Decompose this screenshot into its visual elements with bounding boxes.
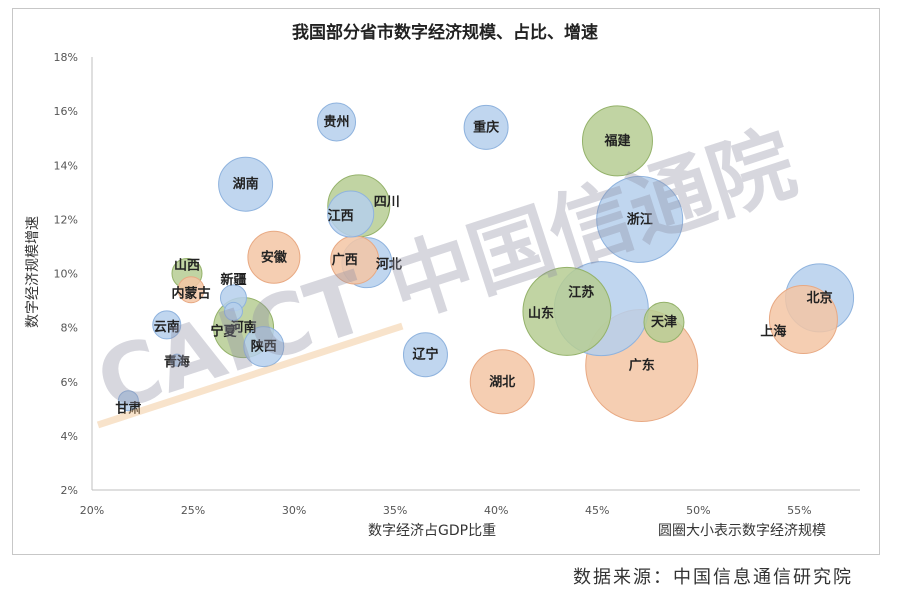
bubble [327, 190, 375, 238]
bubble-series [117, 102, 855, 423]
bubble [170, 353, 184, 367]
bubble-label: 江苏 [568, 285, 594, 301]
x-axis-label: 数字经济占GDP比重 [368, 523, 497, 539]
y-axis-label: 数字经济规模增速 [25, 216, 41, 328]
bubble [223, 301, 243, 321]
bubble [596, 175, 684, 263]
bubble [243, 326, 285, 368]
x-tick-label: 55% [787, 504, 811, 517]
bubble-label: 内蒙古 [172, 286, 211, 302]
x-tick-label: 40% [484, 504, 508, 517]
bubble [247, 230, 301, 284]
bubble-label: 陕西 [251, 339, 277, 355]
x-tick-label: 45% [585, 504, 609, 517]
bubble [643, 301, 685, 343]
y-tick-label: 10% [54, 268, 78, 281]
bubble [117, 390, 139, 412]
bubble [469, 349, 535, 415]
bubble [402, 332, 448, 378]
bubble-label: 新疆 [220, 272, 246, 288]
bubble-label: 四川 [374, 195, 400, 210]
x-tick-label: 50% [686, 504, 710, 517]
x-tick-label: 20% [80, 504, 104, 517]
y-tick-label: 16% [54, 105, 78, 118]
bubble-label: 云南 [154, 319, 180, 335]
bubble-label: 山东 [528, 305, 554, 321]
bubble [177, 276, 205, 304]
bubble [317, 102, 357, 142]
x-tick-label: 25% [181, 504, 205, 517]
bubble-label: 广东 [629, 358, 655, 374]
bubble-size-note: 圆圈大小表示数字经济规模 [658, 523, 826, 539]
bubble [218, 156, 274, 212]
bubble-label: 江西 [328, 208, 354, 224]
bubble-label: 福建 [603, 133, 630, 149]
bubble-label: 河南 [231, 320, 257, 336]
y-tick-label: 6% [61, 376, 78, 389]
bubble-label: 广西 [332, 252, 358, 268]
chart-title: 我国部分省市数字经济规模、占比、增速 [292, 23, 598, 43]
bubble-label: 天津 [651, 314, 677, 330]
x-tick-label: 30% [282, 504, 306, 517]
y-tick-label: 18% [54, 51, 78, 64]
bubble [522, 266, 612, 356]
bubble-label: 辽宁 [412, 347, 438, 363]
bubble [768, 285, 838, 355]
y-tick-label: 12% [54, 213, 78, 226]
bubble-label: 河北 [376, 257, 402, 273]
bubble-label: 安徽 [261, 249, 288, 265]
x-tick-label: 35% [383, 504, 407, 517]
bubble-label: 青海 [164, 354, 190, 370]
y-tick-label: 4% [61, 430, 78, 443]
bubble-label: 山西 [174, 258, 200, 274]
bubble-label: 浙江 [627, 211, 653, 227]
bubble [463, 104, 509, 150]
bubble-label: 上海 [760, 324, 786, 340]
bubble-label: 贵州 [324, 114, 350, 130]
bubble-label: 湖南 [233, 176, 259, 192]
bubble-label: 重庆 [473, 119, 499, 135]
bubble-label: 甘肃 [115, 401, 141, 417]
y-tick-label: 2% [61, 484, 78, 497]
bubble [581, 105, 653, 177]
bubble-label: 北京 [807, 290, 833, 306]
y-tick-label: 8% [61, 322, 78, 335]
watermark-stripe [96, 322, 404, 429]
y-tick-label: 14% [54, 159, 78, 172]
bubble [152, 310, 182, 340]
axes: 20% 25% 30% 35% 40% 45% 50% 55% 2% 4% 6% 8% 10% 12% 14… [54, 51, 860, 517]
bubble-label: 宁夏 [210, 323, 237, 339]
chart-frame [12, 8, 880, 555]
source-note: 数据来源：中国信息通信研究院 [573, 567, 853, 588]
bubble-label: 湖北 [489, 375, 515, 390]
